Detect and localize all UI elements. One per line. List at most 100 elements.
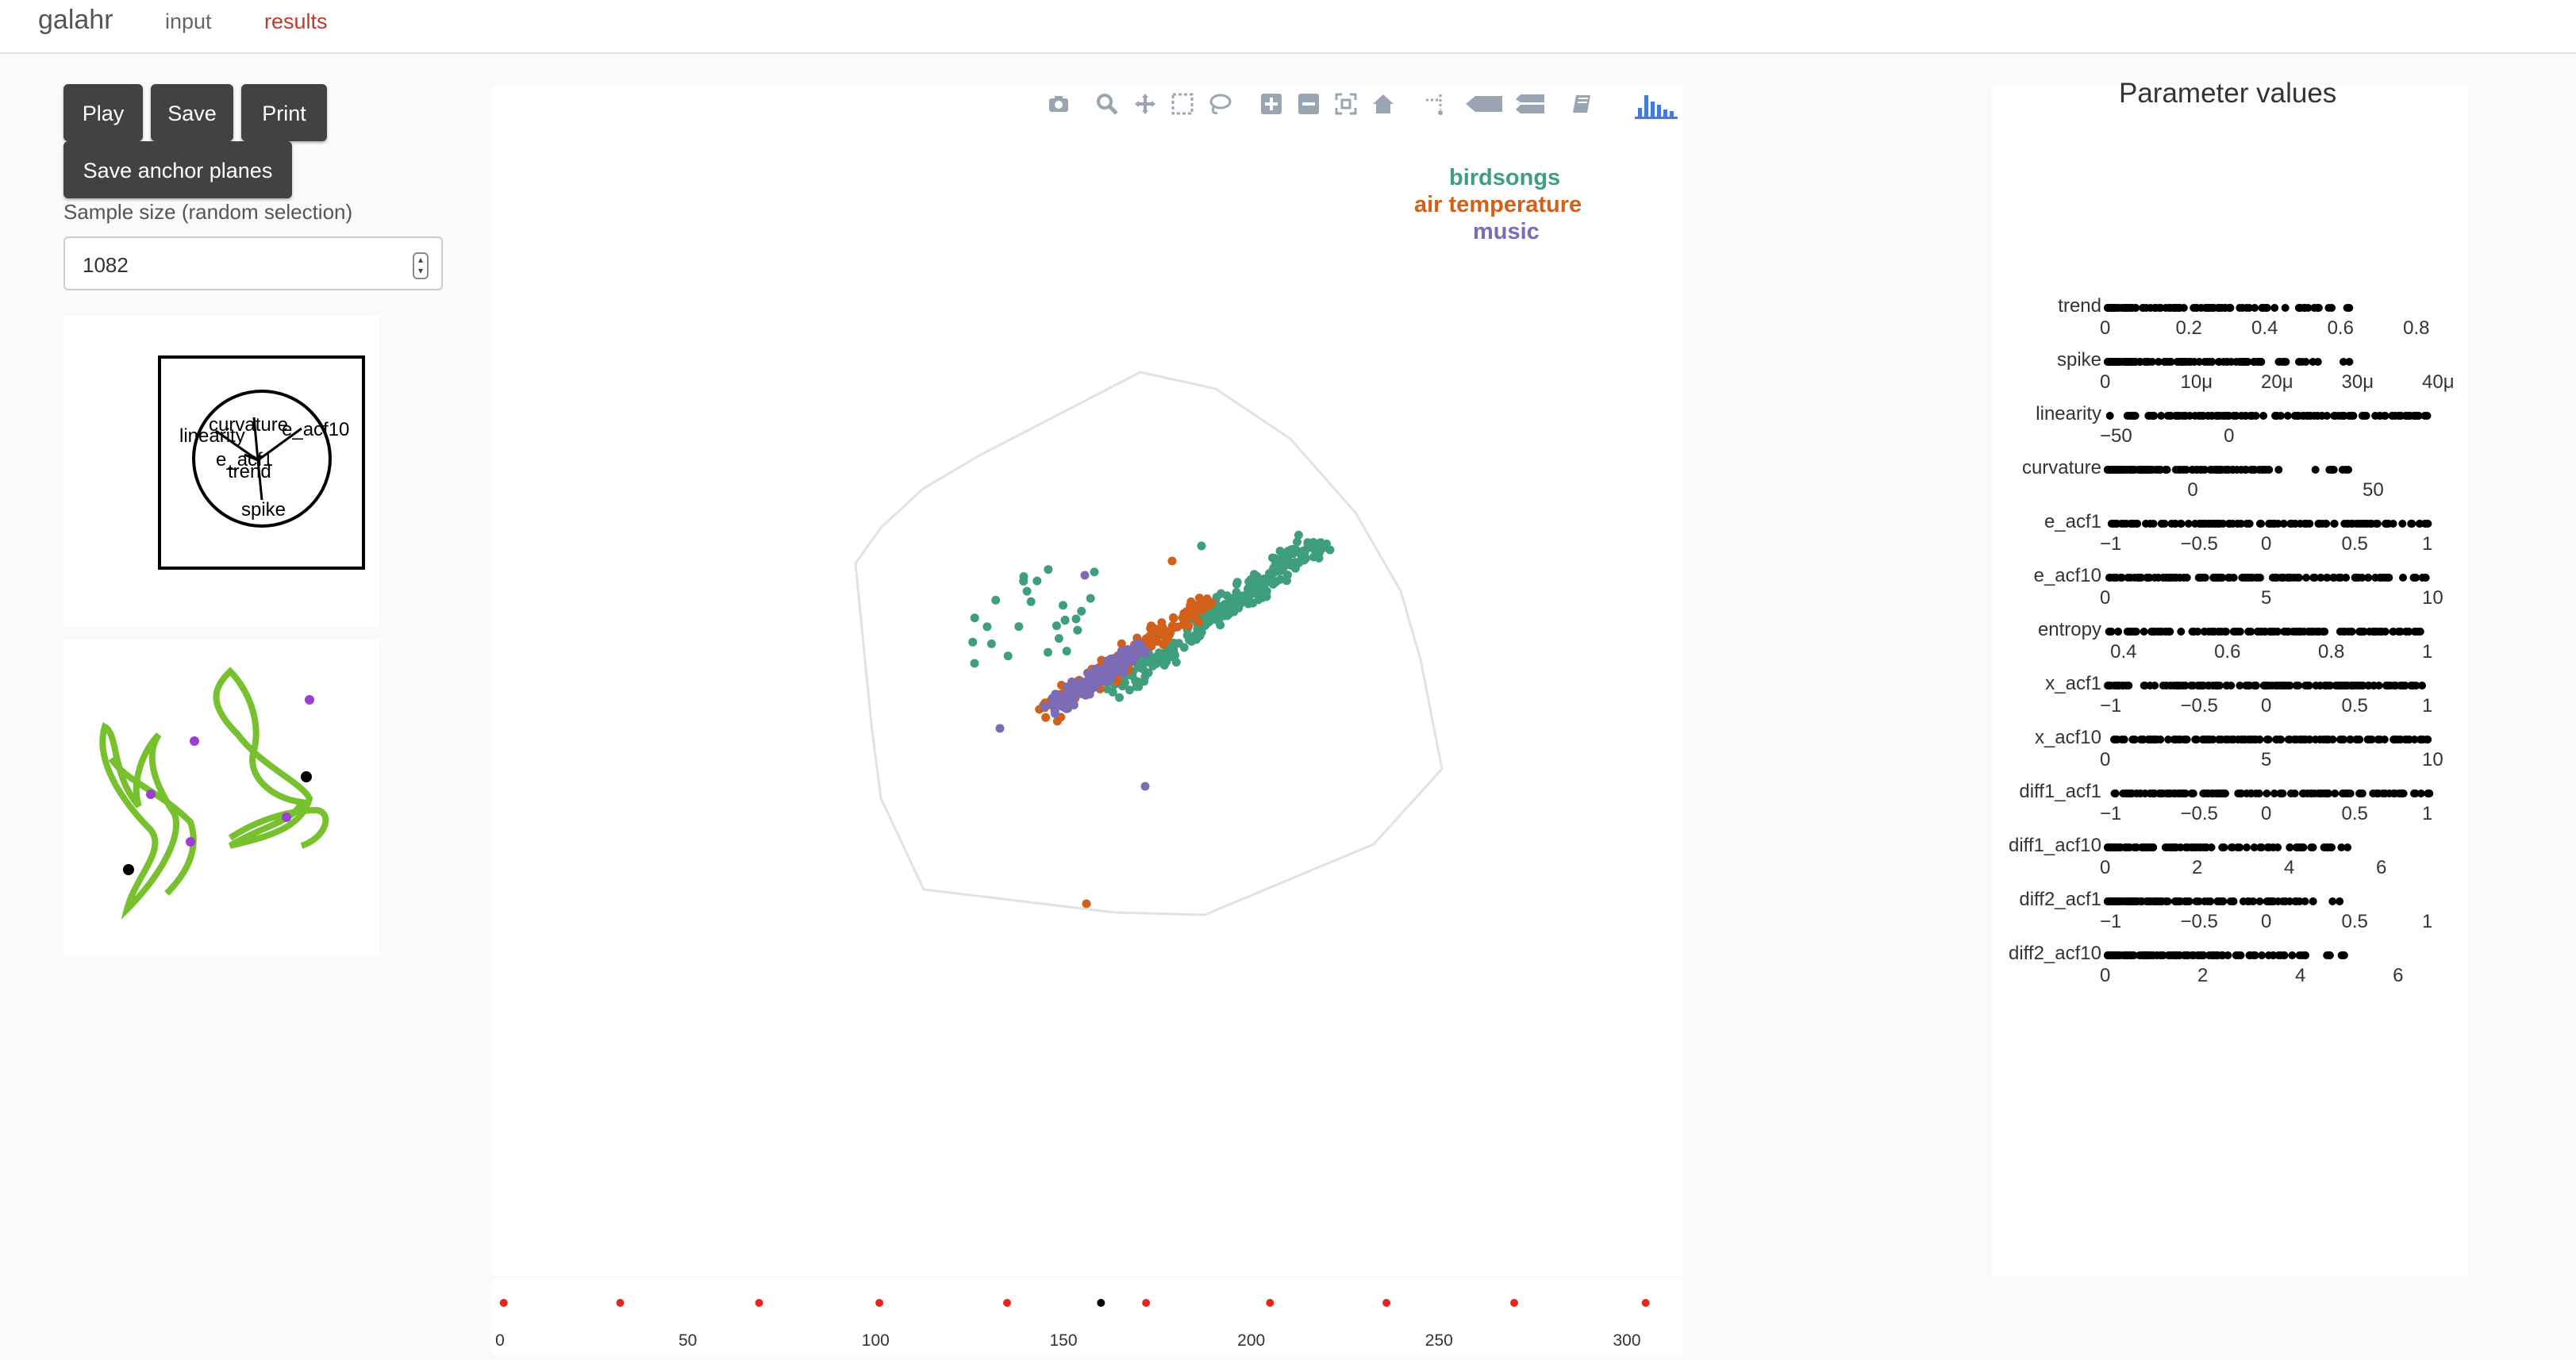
param-dot [2204,412,2213,420]
scatter-point [1239,595,1248,604]
scatter-point [1147,621,1156,631]
timeline-point[interactable] [1382,1299,1391,1307]
timeline-svg[interactable]: 0 50 100 150 200 250 300 [492,1279,1682,1355]
param-dot [2294,628,2303,636]
scatter-point [991,595,1001,605]
param-dot [2146,520,2155,528]
spinner-icon[interactable]: ▴ ▾ [413,252,429,279]
param-tick-label: 0.5 [2341,533,2368,555]
param-dot [2390,789,2398,797]
timeline-point[interactable] [1641,1299,1650,1307]
param-tick-label: 5 [2261,749,2272,770]
scatter-point [1140,656,1150,666]
timeline-point[interactable] [616,1299,625,1307]
param-strip-diff1-acf10[interactable] [1992,839,2468,855]
param-strip-x-acf1[interactable] [1992,678,2468,693]
param-strip-curvature[interactable] [1992,462,2468,478]
param-dot [2316,736,2324,743]
param-dot [2269,951,2278,959]
param-dot [2255,358,2264,366]
sample-size-input[interactable]: 1082 ▴ ▾ [63,236,443,290]
timeline-point[interactable] [875,1299,884,1307]
param-dot [2247,466,2255,474]
param-dot [2274,682,2282,690]
nav-results-tab[interactable]: results [264,10,328,33]
param-strip-diff2-acf1[interactable] [1992,893,2468,909]
param-dot [2130,412,2139,420]
param-dot [2398,789,2406,797]
param-tick-label: 0.5 [2341,695,2368,716]
param-dot [2293,574,2301,582]
param-dot [2222,628,2230,636]
param-dot [2343,843,2352,851]
param-dot [2269,520,2278,528]
hover-closest-icon[interactable] [1464,92,1504,116]
timeline-point[interactable] [1003,1299,1011,1307]
zoom-out-icon[interactable] [1297,92,1321,116]
param-dot [2294,682,2303,690]
print-button[interactable]: Print [241,84,327,141]
scatter-point [1194,594,1204,603]
param-dot [2125,843,2134,851]
app-brand[interactable]: galahr [38,5,113,35]
param-dot [2227,843,2236,851]
param-dot [2286,843,2294,851]
lasso-select-icon[interactable] [1208,92,1232,116]
timeline-point[interactable] [499,1299,508,1307]
param-strip-e-acf1[interactable] [1992,516,2468,532]
param-dot [2316,574,2325,582]
param-dot [2232,951,2240,959]
timeline-point[interactable] [1266,1299,1275,1307]
param-label-e-acf10: e_acf10 [2033,565,2101,586]
timeline-point[interactable] [1510,1299,1518,1307]
reset-axes-icon[interactable] [1371,92,1395,116]
box-select-icon[interactable] [1171,92,1194,116]
legend-birdsongs[interactable]: birdsongs [1449,165,1561,190]
param-strip-entropy[interactable] [1992,624,2468,640]
timeline-tick-label: 250 [1425,1331,1453,1350]
zoom-icon[interactable] [1095,92,1119,116]
param-dot [2181,682,2190,690]
spike-lines-icon[interactable] [1423,92,1447,116]
param-strip-spike[interactable] [1992,354,2468,370]
param-strip-diff2-acf10[interactable] [1992,947,2468,963]
scatter-point [1140,782,1150,791]
param-strip-x-acf10[interactable] [1992,732,2468,747]
legend-air-temperature[interactable]: air temperature [1414,192,1582,217]
zoom-in-icon[interactable] [1259,92,1283,116]
param-strip-e-acf10[interactable] [1992,570,2468,586]
autoscale-icon[interactable] [1334,92,1358,116]
param-strip-trend[interactable] [1992,300,2468,316]
axis-line [252,417,260,461]
param-dot [2348,520,2357,528]
edit-chart-icon[interactable] [1571,92,1595,116]
play-button[interactable]: Play [63,84,143,141]
camera-icon[interactable] [1047,92,1071,116]
param-dot [2359,520,2367,528]
projection-scatter[interactable] [492,86,1682,1276]
scatter-point [1186,602,1196,612]
param-dot [2328,897,2337,905]
param-dot [2124,574,2132,582]
param-dot [2409,682,2417,690]
param-strip-linearity[interactable] [1992,408,2468,424]
save-anchor-planes-button[interactable]: Save anchor planes [63,141,292,198]
timeline-point[interactable] [755,1299,763,1307]
param-strip-diff1-acf1[interactable] [1992,786,2468,801]
legend-music[interactable]: music [1473,219,1540,244]
timeline-point[interactable] [1142,1299,1151,1307]
param-tick-label: 0.5 [2341,911,2368,932]
param-dot [2288,951,2297,959]
save-button[interactable]: Save [151,84,233,141]
param-dot [2177,628,2186,636]
hover-compare-icon[interactable] [1514,92,1546,116]
param-dot [2295,358,2303,366]
pan-icon[interactable] [1133,92,1157,116]
timeline-panel[interactable]: 0 50 100 150 200 250 300 [492,1279,1682,1355]
param-dot [2223,358,2232,366]
param-dot [2303,682,2312,690]
plotly-logo-icon[interactable] [1635,89,1679,119]
tour-path [108,756,197,896]
nav-input-tab[interactable]: input [165,10,212,33]
timeline-point[interactable] [1097,1299,1105,1307]
